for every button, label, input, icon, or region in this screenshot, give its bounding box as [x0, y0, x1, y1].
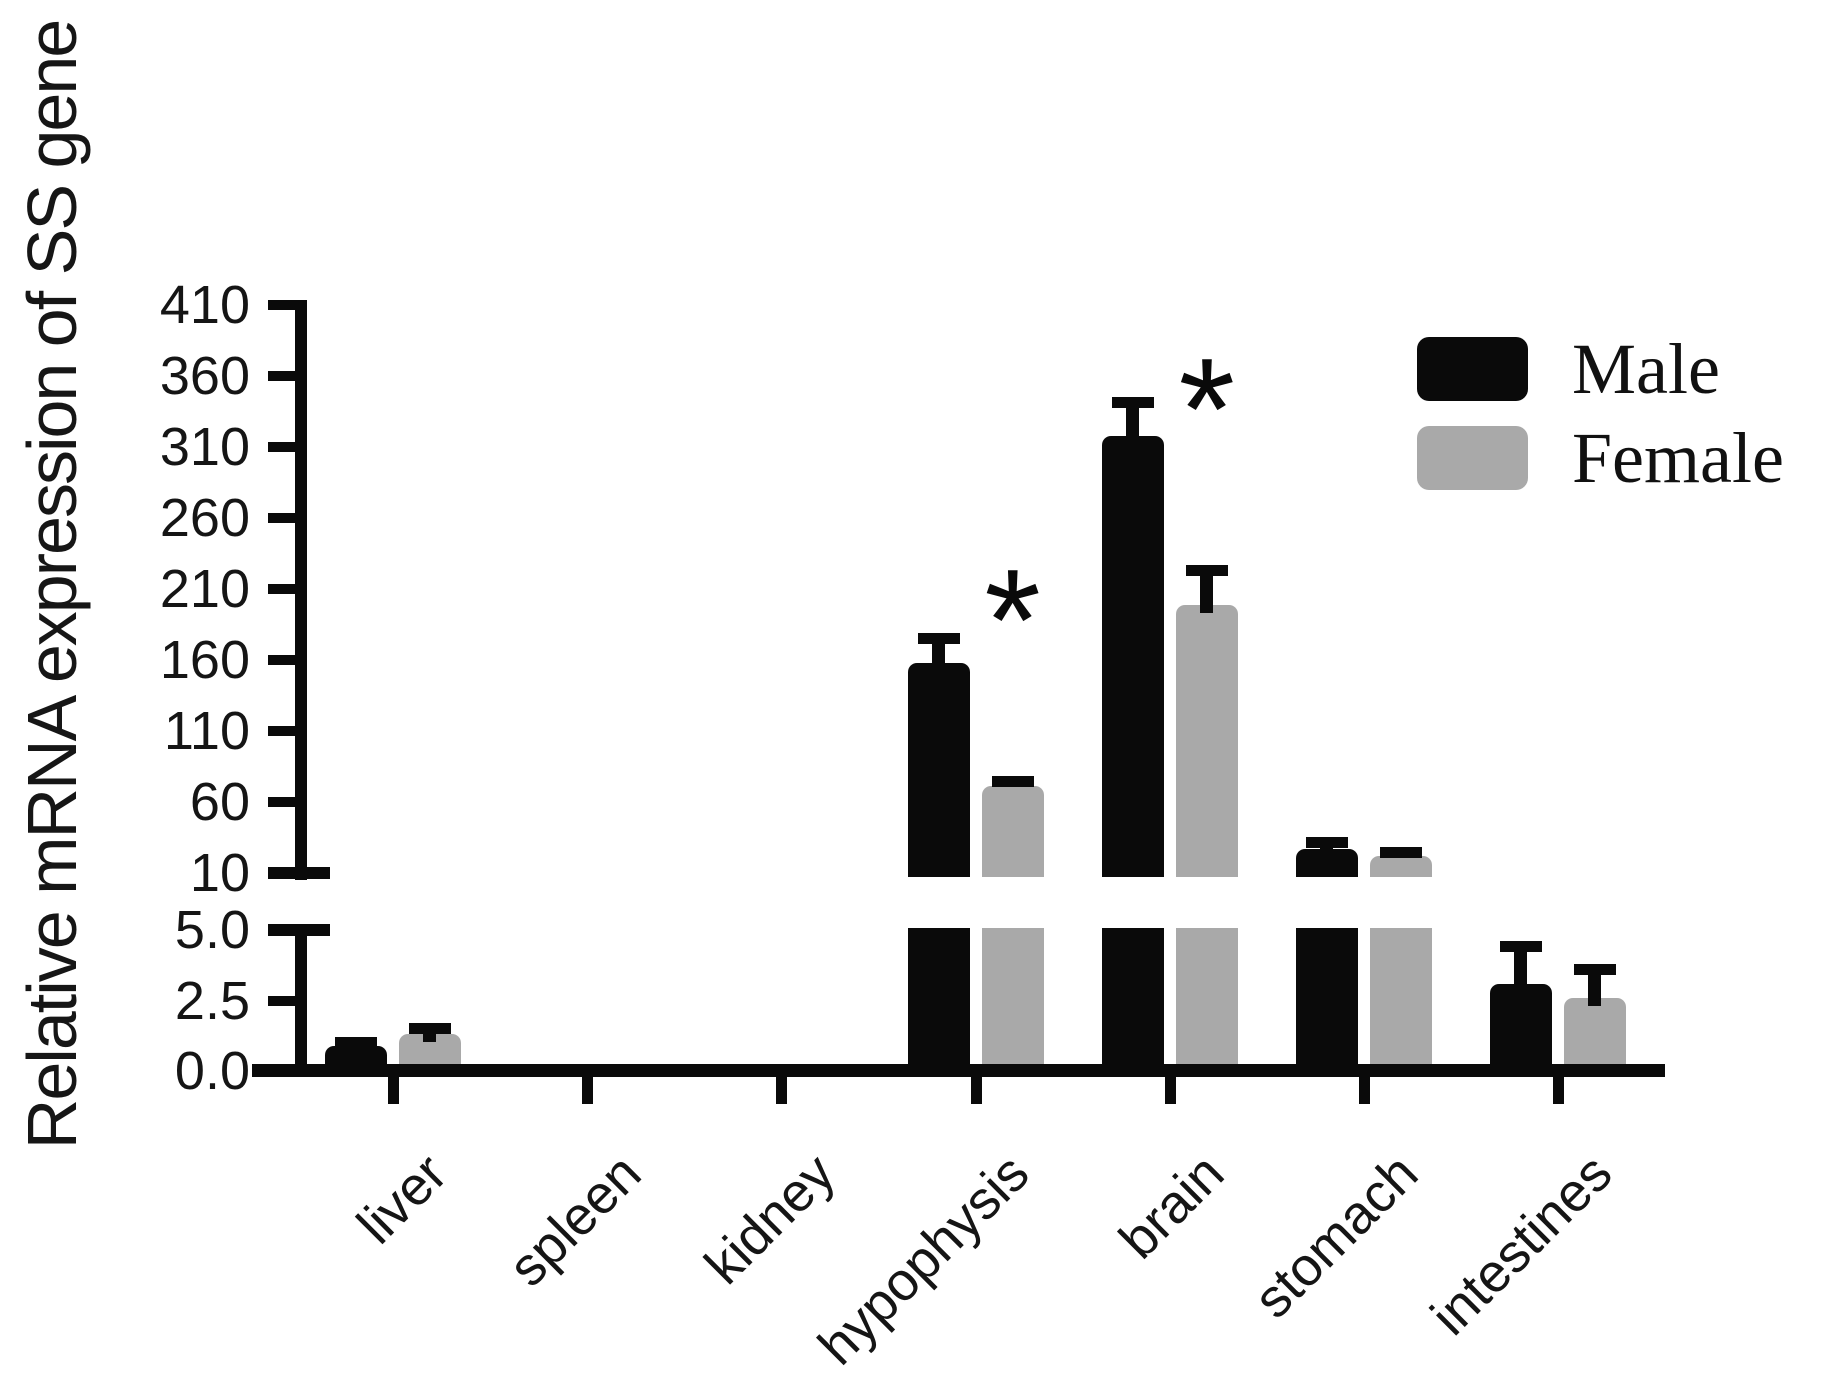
- y-axis-upper-line: [295, 300, 307, 880]
- tick-x-spleen: [582, 1077, 594, 1104]
- error-bar-cap: [1500, 941, 1543, 953]
- tick-y-210: [268, 584, 296, 594]
- bar-male-brain: [1101, 435, 1164, 1070]
- bar-male-hypophysis: [907, 662, 970, 1070]
- tick-x-intestines: [1553, 1077, 1565, 1104]
- error-bar-cap: [1574, 963, 1617, 975]
- tick-y-410: [268, 300, 296, 310]
- legend-item-male: Male: [1417, 333, 1720, 405]
- tick-y-end-10: [268, 867, 330, 879]
- legend-label-female: Female: [1572, 418, 1784, 498]
- y-tick-label-410: 410: [159, 275, 250, 335]
- x-tick-label-hypophysis: hypophysis: [807, 1142, 1041, 1377]
- tick-x-hypophysis: [970, 1077, 982, 1104]
- x-tick-label-liver: liver: [345, 1142, 459, 1256]
- tick-x-brain: [1164, 1077, 1176, 1104]
- tick-x-liver: [388, 1077, 399, 1104]
- legend-label-male: Male: [1572, 329, 1720, 409]
- legend-swatch-male: [1417, 337, 1528, 401]
- tick-x-stomach: [1359, 1077, 1370, 1104]
- significance-marker-brain: *: [1178, 327, 1236, 490]
- y-tick-label-5.0: 5.0: [174, 900, 250, 960]
- bar-female-brain: [1175, 604, 1238, 1070]
- bar-female-hypophysis: [981, 786, 1044, 1070]
- error-bar-stem: [1199, 570, 1213, 613]
- y-tick-label-60: 60: [189, 772, 250, 832]
- tick-y-260: [268, 513, 296, 523]
- y-tick-label-310: 310: [159, 417, 250, 477]
- x-tick-label-kidney: kidney: [693, 1142, 847, 1296]
- tick-y-2.5: [268, 995, 296, 1006]
- error-bar-stem: [1514, 947, 1528, 992]
- error-bar-cap: [1111, 397, 1154, 409]
- tick-y-60: [268, 797, 296, 807]
- error-bar-stem: [931, 638, 945, 671]
- y-tick-label-210: 210: [159, 559, 250, 619]
- error-bar-cap: [1185, 564, 1228, 576]
- tick-y-310: [268, 442, 296, 452]
- error-bar-cap: [917, 632, 960, 644]
- error-bar-stem: [1125, 403, 1139, 444]
- error-bar-cap: [1306, 837, 1348, 849]
- y-tick-label-2.5: 2.5: [174, 970, 250, 1031]
- x-tick-label-intestines: intestines: [1419, 1142, 1624, 1347]
- bar-male-intestines: [1490, 983, 1553, 1070]
- significance-marker-hypophysis: *: [984, 539, 1041, 702]
- y-tick-label-260: 260: [159, 488, 250, 548]
- x-tick-label-spleen: spleen: [497, 1142, 653, 1298]
- tick-y-160: [268, 655, 296, 665]
- bar-female-intestines: [1564, 997, 1627, 1070]
- error-bar-cap: [991, 776, 1034, 788]
- y-tick-label-110: 110: [163, 701, 250, 761]
- tick-y-360: [268, 371, 296, 381]
- tick-y-end-5.0: [268, 924, 330, 936]
- y-tick-label-10: 10: [189, 843, 250, 903]
- error-bar-stem: [1588, 969, 1602, 1006]
- tick-y-110: [268, 726, 296, 736]
- error-bar-cap: [1380, 847, 1422, 859]
- y-tick-label-160: 160: [159, 630, 250, 690]
- x-tick-label-brain: brain: [1107, 1142, 1236, 1271]
- legend-item-female: Female: [1417, 422, 1784, 494]
- tick-x-kidney: [776, 1077, 788, 1104]
- x-tick-label-stomach: stomach: [1242, 1142, 1430, 1330]
- y-axis-lower-line: [295, 924, 307, 1077]
- y-tick-label-0.0: 0.0: [174, 1041, 250, 1101]
- error-bar-cap: [335, 1036, 377, 1048]
- legend-swatch-female: [1417, 426, 1528, 490]
- y-tick-label-360: 360: [159, 346, 250, 406]
- error-bar-cap: [409, 1022, 451, 1034]
- x-axis-line: [252, 1064, 1665, 1077]
- axis-break-band: [312, 877, 1672, 928]
